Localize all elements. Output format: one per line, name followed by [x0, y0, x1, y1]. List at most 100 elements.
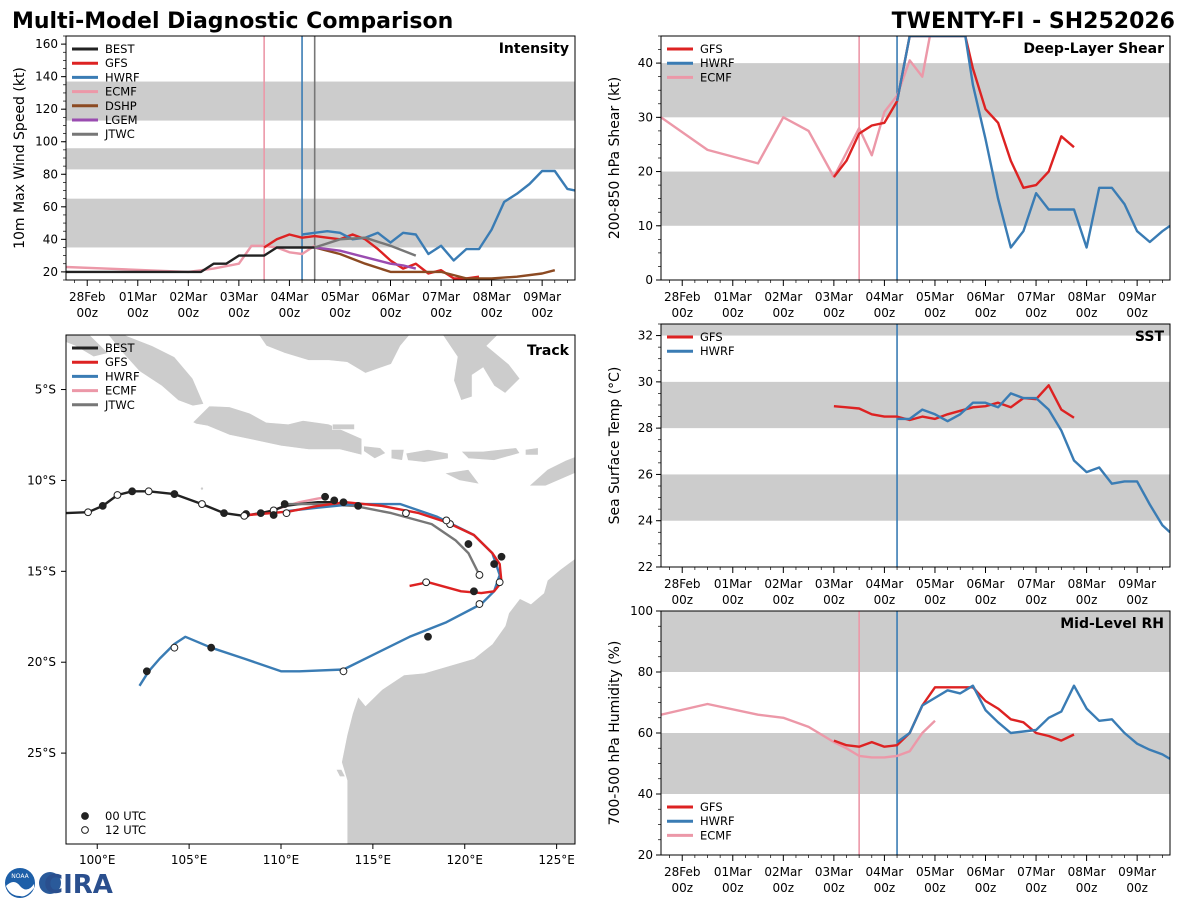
track-marker-gfs-open — [422, 578, 431, 587]
rh-legend-label-hwrf: HWRF — [700, 814, 735, 828]
intensity-xtick-date: 07Mar — [422, 290, 460, 304]
intensity-band-0 — [66, 198, 575, 248]
rh-band-1 — [661, 611, 1170, 672]
sst-xtick-date: 02Mar — [764, 577, 802, 591]
sst-band-1 — [661, 381, 1170, 429]
intensity-line-ecmf — [66, 244, 316, 274]
rh-xtick-hour: 00z — [722, 881, 744, 895]
track-marker-jtwc-filled — [464, 540, 473, 548]
track-marker-gfs-filled — [330, 496, 339, 505]
track-marker-best-open — [240, 511, 249, 520]
track-marker-best-filled — [128, 487, 137, 496]
track-marker-hwrf-open — [170, 643, 179, 652]
land-alor — [525, 447, 539, 456]
land-sumbawa — [405, 449, 449, 463]
sst-ytick-label: 26 — [638, 467, 653, 481]
land-australia — [341, 558, 575, 844]
intensity-ytick-label: 20 — [43, 265, 58, 279]
intensity-ytick-label: 120 — [35, 102, 58, 116]
intensity-xtick-hour: 00z — [430, 306, 452, 320]
shear-xtick-hour: 00z — [671, 306, 693, 320]
track-marker-hwrf-filled — [142, 667, 151, 676]
track-legend-label-best: BEST — [105, 341, 135, 355]
intensity-ytick-label: 40 — [43, 232, 58, 246]
track-ytick-label: 5°S — [35, 383, 56, 397]
shear-line-hwrf — [895, 36, 1170, 249]
sst-xtick-date: 03Mar — [815, 577, 853, 591]
sst-xtick-date: 09Mar — [1118, 577, 1156, 591]
sst-xtick-date: 01Mar — [714, 577, 752, 591]
track-legend-label-jtwc: JTWC — [104, 398, 135, 412]
intensity-xtick-date: 09Mar — [523, 290, 561, 304]
track-marker-gfs-filled — [354, 501, 363, 510]
track-legend-label-hwrf: HWRF — [105, 369, 140, 383]
track-legend-label-gfs: GFS — [105, 355, 128, 369]
land-madura — [332, 423, 355, 430]
sst-band-0 — [661, 474, 1170, 521]
shear-legend-label-ecmf: ECMF — [700, 70, 732, 84]
track-marker-hwrf-open — [442, 516, 451, 525]
track-legend-marker-filled — [81, 812, 89, 820]
sst-xtick-hour: 00z — [722, 593, 744, 607]
intensity-xtick-hour: 00z — [76, 306, 98, 320]
track-land-group — [66, 335, 575, 844]
track-marker-jtwc-open — [402, 509, 410, 518]
sst-title: SST — [1135, 329, 1165, 345]
rh-xtick-hour: 00z — [975, 881, 997, 895]
intensity-legend-label-ecmf: ECMF — [105, 85, 137, 99]
track-marker-best-filled — [170, 490, 179, 498]
intensity-xtick-hour: 00z — [127, 306, 149, 320]
rh-xtick-hour: 00z — [1076, 881, 1098, 895]
track-xtick-label: 105°E — [171, 853, 208, 867]
rh-series-group — [661, 684, 1170, 760]
rh-line-ecmf — [661, 702, 936, 759]
rh-xtick-date: 06Mar — [967, 865, 1005, 879]
land-sulawesi — [442, 335, 521, 401]
rh-xtick-date: 28Feb — [664, 865, 701, 879]
rh-legend-label-gfs: GFS — [700, 800, 723, 814]
track-marker-gfs-filled — [497, 552, 506, 561]
track-legend-label-12utc: 12 UTC — [105, 823, 146, 837]
noaa-logo: NOAA — [5, 868, 35, 898]
track-marker-gfs-filled — [490, 560, 499, 568]
land-bali — [363, 445, 387, 459]
intensity-legend-label-hwrf: HWRF — [105, 70, 140, 84]
intensity-line-best — [66, 246, 315, 274]
rh-xtick-date: 09Mar — [1118, 865, 1156, 879]
sst-legend-label-gfs: GFS — [700, 330, 723, 344]
rh-xtick-hour: 00z — [823, 881, 845, 895]
storm-id-title: TWENTY-FI - SH252026 — [892, 9, 1175, 34]
rh-panel: 20 40 60 80 100 28Feb 00z 01Mar 00z 02Mar 00z 03Mar… — [607, 604, 1171, 895]
shear-xtick-hour: 00z — [975, 306, 997, 320]
rh-ytick-label: 60 — [638, 726, 653, 740]
shear-ylabel: 200-850 hPa Shear (kt) — [607, 77, 623, 239]
intensity-ytick-label: 100 — [35, 135, 58, 149]
sst-ytick-label: 32 — [638, 329, 653, 343]
shear-xtick-date: 03Mar — [815, 290, 853, 304]
track-marker-gfs-filled — [269, 511, 278, 519]
sst-ytick-label: 24 — [638, 514, 653, 528]
track-line-jtwc — [284, 502, 481, 576]
sst-xtick-hour: 00z — [924, 593, 946, 607]
track-legend-marker-open — [81, 826, 89, 834]
shear-xtick-hour: 00z — [924, 306, 946, 320]
cira-logo: CIRA — [39, 870, 113, 900]
shear-xtick-date: 07Mar — [1017, 290, 1055, 304]
intensity-legend-label-dshp: DSHP — [105, 99, 137, 113]
land-java — [192, 405, 363, 456]
intensity-xtick-date: 01Mar — [119, 290, 157, 304]
sst-xtick-hour: 00z — [1025, 593, 1047, 607]
intensity-xtick-hour: 00z — [228, 306, 250, 320]
shear-xtick-hour: 00z — [823, 306, 845, 320]
shear-panel: 0 10 20 30 40 28Feb 00z 01Mar 00z 02Mar 00z 03Mar 00… — [607, 35, 1171, 320]
intensity-ytick-label: 160 — [35, 37, 58, 51]
rh-xtick-hour: 00z — [924, 881, 946, 895]
shear-xtick-hour: 00z — [1126, 306, 1148, 320]
sst-xtick-date: 05Mar — [916, 577, 954, 591]
intensity-panel: 20 40 60 80 100 120 140 160 28Feb 00z 01Mar 00z 02Ma… — [12, 35, 576, 320]
noaa-logo-text: NOAA — [11, 873, 29, 880]
intensity-xtick-hour: 00z — [380, 306, 402, 320]
track-marker-gfs-filled — [339, 498, 348, 507]
shear-band-0 — [661, 171, 1170, 226]
track-marker-gfs-filled — [321, 492, 329, 501]
